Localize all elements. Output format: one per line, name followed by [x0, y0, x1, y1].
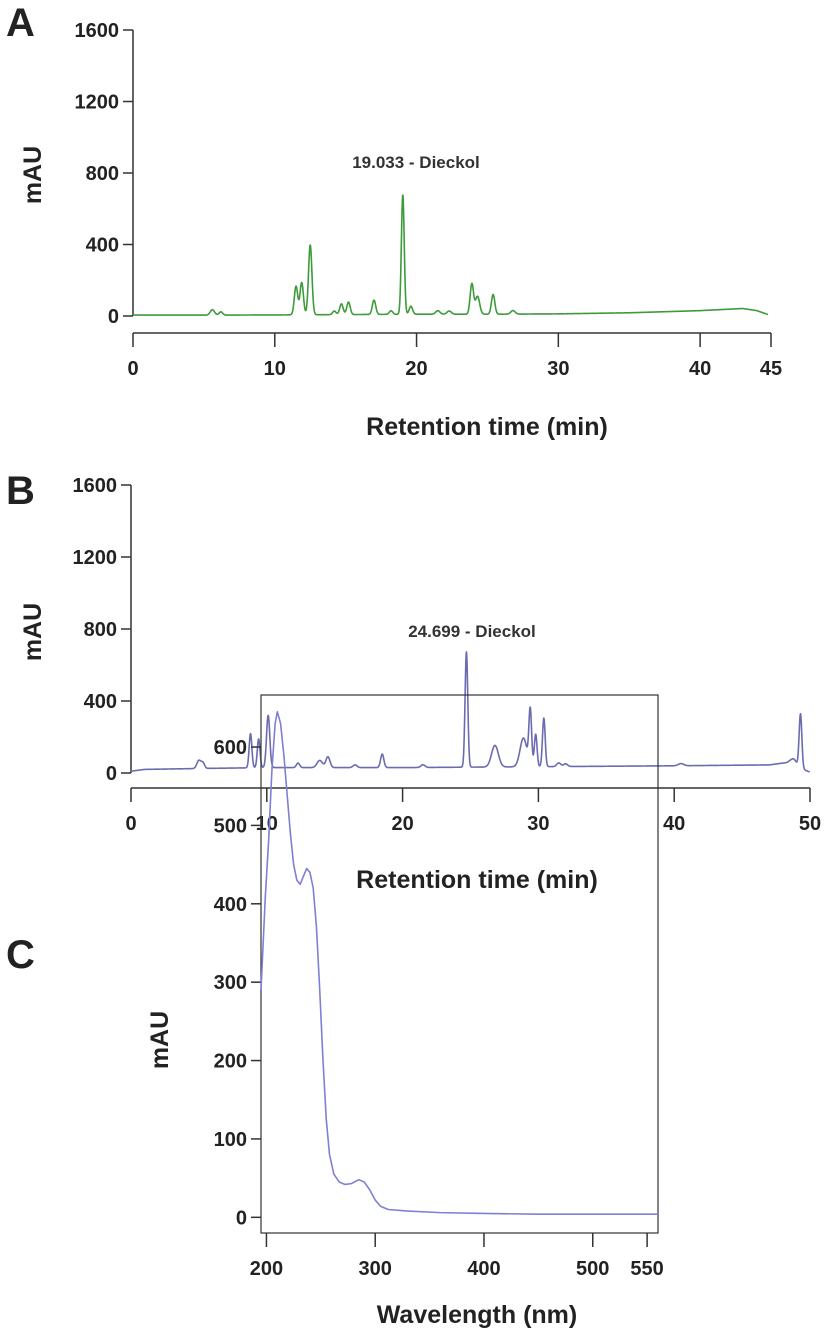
y-tick-label-c: 500	[214, 815, 247, 837]
panel-letter-b: B	[6, 469, 35, 513]
y-tick-label-a: 0	[108, 306, 119, 328]
y-axis-title-c: mAU	[146, 1011, 174, 1069]
x-tick-label-b: 0	[125, 813, 136, 835]
chart-panel-b: B mAU Retention time (min) 24.699 - Diec…	[6, 469, 821, 894]
x-tick-label-a: 45	[760, 358, 782, 380]
y-tick-label-b: 0	[106, 763, 117, 785]
panel-letter-c: C	[6, 933, 35, 977]
x-axis-title-b: Retention time (min)	[356, 866, 598, 894]
x-tick-label-b: 10	[256, 813, 278, 835]
x-tick-label-a: 0	[127, 358, 138, 380]
series-line-a	[132, 194, 769, 316]
y-tick-label-b: 400	[84, 691, 117, 713]
plot-area-b	[130, 651, 811, 773]
axes-a	[132, 30, 771, 334]
y-tick-label-c: 600	[214, 737, 247, 759]
y-tick-label-c: 0	[236, 1207, 247, 1229]
y-tick-label-c: 100	[214, 1129, 247, 1151]
x-tick-label-b: 20	[391, 813, 413, 835]
y-tick-label-a: 800	[86, 163, 119, 185]
chart-panel-a: A mAU Retention time (min) 19.033 - Diec…	[6, 1, 782, 441]
plot-frame-c	[260, 694, 659, 1234]
x-tick-label-b: 30	[527, 813, 549, 835]
x-tick-label-b: 40	[663, 813, 685, 835]
peak-annotation-a: 19.033 - Dieckol	[352, 153, 480, 172]
ticks-b: 0 400 800 1200 1600 0 10 20 30 40 50	[73, 475, 822, 835]
x-tick-label-a: 20	[405, 358, 427, 380]
axes-c	[260, 694, 659, 1234]
y-tick-label-b: 1600	[73, 475, 118, 497]
x-tick-label-c: 400	[467, 1258, 500, 1280]
y-axis-title-a: mAU	[19, 146, 47, 204]
y-tick-label-c: 200	[214, 1051, 247, 1073]
x-tick-label-a: 10	[264, 358, 286, 380]
x-axis-title-c: Wavelength (nm)	[377, 1301, 577, 1329]
x-tick-label-b: 50	[799, 813, 821, 835]
chart-panel-c: C mAU Wavelength (nm) 010020030040050060…	[6, 694, 664, 1329]
x-tick-label-a: 40	[689, 358, 711, 380]
x-tick-label-c: 500	[576, 1258, 609, 1280]
ticks-a: 0 400 800 1200 1600 0 10 20 30 40 45	[75, 20, 783, 380]
x-tick-label-c: 200	[250, 1258, 283, 1280]
ticks-c: 0 100 200 300 400 500 600 200 300 400 500 550	[214, 737, 664, 1280]
plot-area-a	[132, 194, 769, 316]
y-tick-label-b: 1200	[73, 547, 118, 569]
peak-annotation-b: 24.699 - Dieckol	[408, 622, 536, 641]
panel-letter-a: A	[6, 1, 35, 45]
y-tick-label-b: 800	[84, 619, 117, 641]
y-tick-label-a: 1600	[75, 20, 120, 42]
y-tick-label-a: 400	[86, 235, 119, 257]
x-tick-label-a: 30	[547, 358, 569, 380]
y-axis-title-b: mAU	[19, 603, 47, 661]
y-tick-label-a: 1200	[75, 92, 120, 114]
plot-area-c	[260, 710, 658, 1215]
x-tick-label-c: 550	[630, 1258, 663, 1280]
x-tick-label-c: 300	[359, 1258, 392, 1280]
x-axis-title-a: Retention time (min)	[366, 413, 608, 441]
y-tick-label-c: 400	[214, 894, 247, 916]
series-line-b	[130, 651, 811, 773]
y-tick-label-c: 300	[214, 972, 247, 994]
series-line-c	[260, 710, 658, 1215]
